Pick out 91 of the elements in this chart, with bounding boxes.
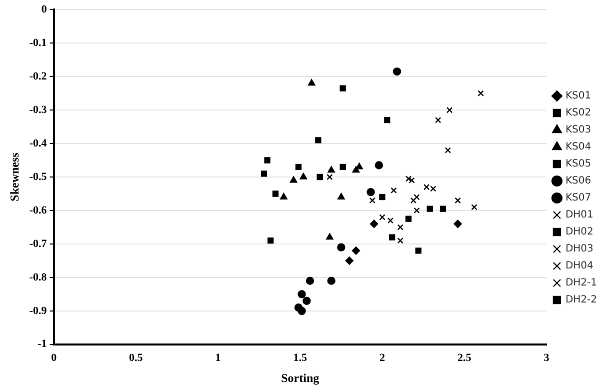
point [366,188,375,196]
x-tick-label: 0 [51,352,58,364]
legend-label: KS03 [565,124,592,136]
legend-label: DH03 [565,244,594,255]
point [397,224,404,230]
y-axis-title: Skewness [7,152,22,202]
legend-label: KS07 [565,192,592,204]
point [290,176,298,183]
point [446,106,453,114]
y-tick-label: -0.8 [29,271,48,284]
point [306,276,314,285]
legend-label: KS05 [565,158,592,170]
y-tick-label: -1 [38,338,47,350]
legend-label: KS02 [565,108,592,119]
point [389,234,396,240]
point [295,164,302,170]
x-tick-label: 1.5 [293,352,308,364]
point [434,117,442,124]
point [369,197,376,204]
point [397,238,404,244]
point [478,90,484,96]
point [471,204,478,210]
point [352,166,360,173]
point [374,161,384,170]
point [352,246,360,255]
y-tick-label: -0.7 [29,238,48,250]
legend-label: DH01 [565,210,594,221]
legend-label: DH2-2 [565,294,598,306]
legend-label: KS06 [565,176,592,187]
x-tick-label: 2.5 [457,352,472,364]
y-tick-label: 0 [41,3,48,16]
y-tick-label: -0.4 [29,137,48,150]
point [454,220,462,228]
y-tick-label: -0.1 [29,36,47,49]
point [340,164,346,170]
point [302,296,311,305]
point [264,157,270,164]
point [326,233,334,240]
point [379,194,386,200]
point [414,194,420,200]
point [338,192,345,200]
point [440,206,446,212]
point [370,220,378,228]
x-tick-label: 1 [215,352,221,364]
point [326,174,333,180]
point [272,190,279,197]
point [345,256,354,265]
point [260,170,268,177]
point [390,187,397,194]
point [298,306,306,316]
point [328,166,335,173]
point [415,248,422,254]
y-tick-label: -0.3 [29,104,48,116]
point [426,206,433,212]
point [430,186,436,192]
legend-label: DH02 [565,226,594,238]
point [337,243,346,252]
point [387,217,394,224]
x-tick-label: 0.5 [129,352,144,364]
point [300,172,308,180]
point [405,216,412,222]
y-tick-label: -0.9 [29,304,48,317]
point [280,192,288,200]
point [268,238,274,244]
y-tick-label: -0.5 [29,170,48,183]
point [298,290,306,298]
point [408,177,415,184]
point [405,176,412,182]
x-axis-title: Sorting [281,370,320,385]
point [454,197,461,204]
point [308,79,316,86]
legend-label: DH2-1 [565,278,598,289]
point [379,214,386,220]
point [410,197,417,204]
legend-label: KS01 [565,90,592,102]
point [356,162,363,170]
point [340,85,346,92]
y-tick-label: -0.6 [29,204,48,216]
point [316,174,323,180]
point [444,147,451,154]
point [384,117,390,124]
legend-label: DH04 [565,260,594,272]
x-tick-label: 2 [379,352,386,364]
point [327,276,336,285]
point [424,184,430,190]
point [392,67,402,76]
x-tick-label: 3 [544,352,550,364]
y-tick-label: -0.2 [29,70,48,82]
legend-label: KS04 [565,142,592,153]
point [315,137,322,144]
point [414,207,420,214]
